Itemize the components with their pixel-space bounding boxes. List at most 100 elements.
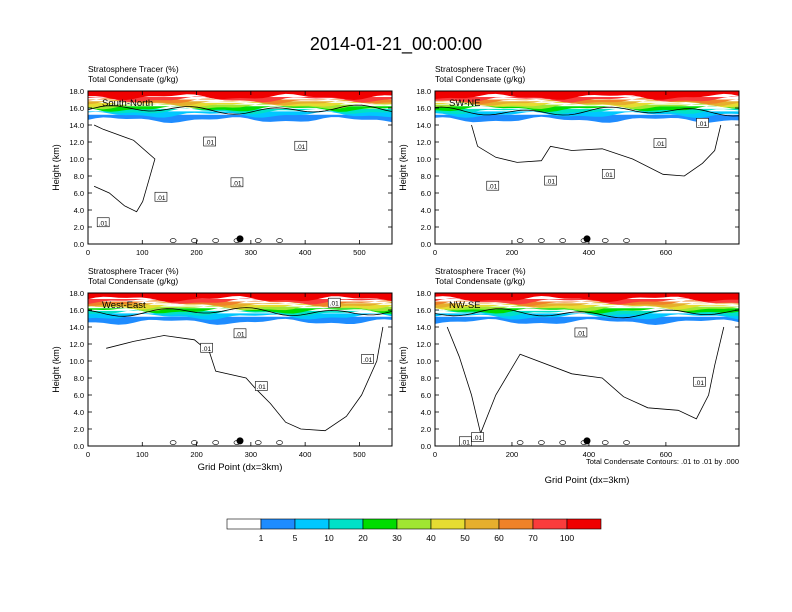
contour-label-box [486, 180, 500, 191]
x-tick-label: 0 [433, 450, 437, 459]
band-0 [435, 114, 739, 123]
panel-title-line1: Stratosphere Tracer (%) [435, 64, 526, 74]
contour-label: .01 [296, 144, 305, 151]
colorbar-swatch-0 [226, 518, 262, 530]
contour-blob [516, 238, 524, 243]
band-0 [88, 316, 392, 325]
band-9 [435, 293, 739, 302]
contour-blob [623, 238, 630, 243]
x-tick-label: 0 [433, 248, 437, 257]
panel-top-left: Stratosphere Tracer (%)Total Condensate … [51, 64, 393, 257]
colorbar-swatch-10 [566, 518, 602, 530]
location-marker [583, 437, 591, 445]
colorbar-label: 70 [528, 533, 538, 543]
tropopause-line [434, 308, 740, 319]
y-tick-label: 10.0 [69, 155, 84, 164]
contour-blob [601, 238, 609, 243]
colorbar: 1 5 10 20 30 40 50 60 70 100 [226, 518, 602, 543]
x-tick-label: 400 [299, 248, 312, 257]
location-marker [236, 235, 244, 243]
contour-blob [601, 440, 609, 445]
x-tick-label: 500 [353, 450, 366, 459]
y-axis-label: Height (km) [51, 346, 61, 393]
y-tick-label: 14.0 [69, 121, 84, 130]
contour-blob [276, 238, 283, 243]
x-tick-label: 300 [245, 450, 258, 459]
y-tick-label: 14.0 [416, 323, 431, 332]
colorbar-label: 5 [293, 533, 298, 543]
contour-label: .01 [473, 435, 482, 442]
y-tick-label: 12.0 [69, 340, 84, 349]
contour-label-box [696, 118, 709, 128]
y-tick-label: 16.0 [416, 306, 431, 315]
colorbar-label: 10 [324, 533, 334, 543]
y-tick-label: 16.0 [69, 104, 84, 113]
x-tick-label: 100 [136, 248, 149, 257]
y-axis-label: Height (km) [398, 346, 408, 393]
location-marker [583, 235, 591, 243]
band-9 [88, 91, 392, 100]
y-tick-label: 6.0 [74, 391, 84, 400]
y-tick-label: 8.0 [421, 374, 431, 383]
y-tick-label: 10.0 [69, 357, 84, 366]
y-axis-label: Height (km) [51, 144, 61, 191]
contour-label: .01 [257, 384, 266, 391]
y-tick-label: 0.0 [421, 442, 431, 451]
y-tick-label: 6.0 [74, 189, 84, 198]
x-tick-label: 400 [299, 450, 312, 459]
contour-label-box [327, 297, 341, 308]
contour-label-box [574, 327, 588, 338]
contour-label: .01 [576, 330, 585, 337]
x-tick-label: 0 [86, 248, 90, 257]
y-tick-label: 18.0 [69, 87, 84, 96]
contour-blob [254, 238, 262, 243]
y-tick-label: 2.0 [421, 223, 431, 232]
colorbar-swatch-3 [328, 518, 364, 530]
y-tick-label: 18.0 [416, 87, 431, 96]
band-9 [435, 91, 739, 100]
contour-label: .01 [235, 331, 244, 338]
contour-blob [191, 238, 198, 243]
x-tick-label: 200 [190, 450, 203, 459]
section-label: NW-SE [449, 300, 481, 311]
contour-label-box [294, 140, 308, 151]
y-tick-label: 2.0 [74, 425, 84, 434]
y-tick-label: 12.0 [69, 138, 84, 147]
tropopause-line [434, 106, 740, 117]
panel-title-line2: Total Condensate (g/kg) [435, 74, 525, 84]
contour-label-box [154, 191, 168, 202]
contour-label: .01 [232, 180, 241, 187]
y-tick-label: 8.0 [74, 172, 84, 181]
contour-label: .01 [461, 439, 470, 446]
contour-label-box [233, 328, 247, 339]
band-2 [435, 310, 739, 317]
contour-label-box [693, 376, 706, 387]
colorbar-label: 100 [560, 533, 574, 543]
y-tick-label: 12.0 [416, 340, 431, 349]
colorbar-swatch-4 [362, 518, 398, 530]
y-tick-label: 12.0 [416, 138, 431, 147]
contour-label-box [203, 136, 216, 147]
y-tick-label: 4.0 [74, 206, 84, 215]
tracer-bands [435, 91, 739, 123]
y-tick-label: 14.0 [416, 121, 431, 130]
y-tick-label: 2.0 [421, 425, 431, 434]
contour-blob [169, 440, 177, 445]
x-tick-label: 200 [190, 248, 203, 257]
condensate-contour [93, 124, 156, 213]
panel-bottom-left: Stratosphere Tracer (%)Total Condensate … [51, 266, 393, 473]
colorbar-swatch-6 [430, 518, 466, 530]
band-1 [435, 111, 739, 118]
y-tick-label: 2.0 [74, 223, 84, 232]
x-tick-label: 600 [660, 248, 673, 257]
x-axis-label: Grid Point (dx=3km) [198, 462, 283, 473]
plot-frame [434, 90, 740, 245]
band-1 [88, 313, 392, 320]
colorbar-swatch-7 [464, 518, 500, 530]
y-tick-label: 16.0 [416, 104, 431, 113]
contour-footnote: Total Condensate Contours: .01 to .01 by… [586, 457, 739, 466]
x-tick-label: 500 [353, 248, 366, 257]
colorbar-swatch-8 [498, 518, 534, 530]
panel-title-line1: Stratosphere Tracer (%) [435, 266, 526, 276]
x-tick-label: 400 [583, 450, 596, 459]
